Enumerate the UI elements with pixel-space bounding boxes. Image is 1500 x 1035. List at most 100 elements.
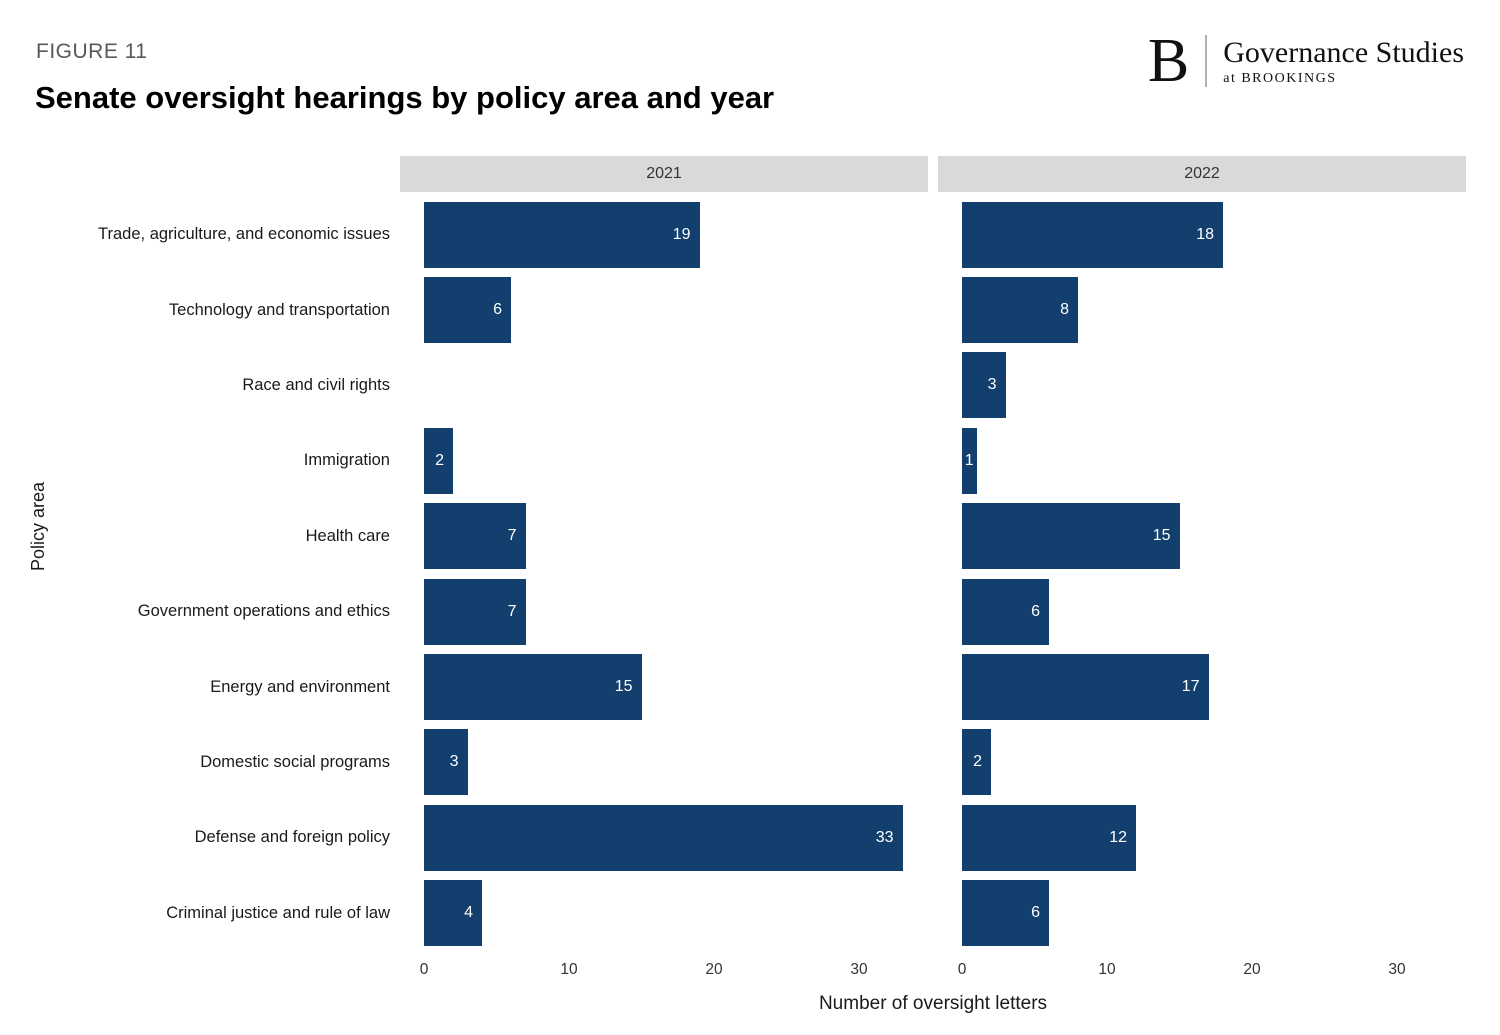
x-tick-label: 0 bbox=[957, 961, 967, 978]
bar-chart: Policy area Trade, agriculture, and econ… bbox=[0, 156, 1500, 1035]
bar: 19 bbox=[424, 201, 700, 268]
x-axis-label: Number of oversight letters bbox=[818, 993, 1048, 1014]
category-row: Immigration bbox=[0, 423, 390, 498]
bar-row: 1 bbox=[938, 423, 1466, 498]
bar: 1 bbox=[962, 427, 977, 494]
category-label: Health care bbox=[305, 526, 390, 545]
bar-value-label: 15 bbox=[1152, 527, 1171, 545]
logo-text: Governance Studies at BROOKINGS bbox=[1223, 36, 1464, 87]
bar-row: 18 bbox=[938, 197, 1466, 272]
bar-row: 6 bbox=[938, 876, 1466, 951]
category-label: Energy and environment bbox=[210, 677, 390, 696]
bar-value-label: 4 bbox=[464, 904, 473, 922]
bar-value-label: 8 bbox=[1060, 301, 1069, 319]
category-label: Government operations and ethics bbox=[137, 602, 390, 621]
bar-row: 15 bbox=[400, 649, 928, 724]
bar: 18 bbox=[962, 201, 1223, 268]
bar-row: 15 bbox=[938, 499, 1466, 574]
bar-row: 6 bbox=[938, 574, 1466, 649]
x-axis-ticks-2022: 0 10 20 30 bbox=[938, 961, 1466, 983]
bar-value-label: 19 bbox=[672, 225, 691, 243]
facet-header-2022: 2022 bbox=[938, 156, 1466, 192]
bar-row: 33 bbox=[400, 800, 928, 875]
bar-value-label: 1 bbox=[964, 451, 974, 469]
bar-row: 7 bbox=[400, 574, 928, 649]
category-row: Race and civil rights bbox=[0, 348, 390, 423]
category-label: Criminal justice and rule of law bbox=[166, 903, 390, 922]
bar: 4 bbox=[424, 880, 482, 947]
bar-value-label: 6 bbox=[1031, 904, 1040, 922]
brookings-b-icon: B bbox=[1147, 27, 1190, 95]
bar: 3 bbox=[424, 729, 468, 796]
facet-header-2021: 2021 bbox=[400, 156, 928, 192]
facet-body-2022: 18 8 3 1 15 6 17 2 12 6 bbox=[938, 197, 1466, 951]
x-tick-label: 10 bbox=[1098, 961, 1116, 978]
bar: 6 bbox=[962, 880, 1049, 947]
bar: 6 bbox=[962, 578, 1049, 645]
category-row: Criminal justice and rule of law bbox=[0, 876, 390, 951]
bar: 7 bbox=[424, 578, 526, 645]
category-label: Domestic social programs bbox=[200, 752, 390, 771]
bar-row: 12 bbox=[938, 800, 1466, 875]
bar-value-label: 17 bbox=[1181, 678, 1200, 696]
bar-value-label: 7 bbox=[507, 602, 517, 620]
figure-number-label: FIGURE 11 bbox=[36, 40, 148, 63]
bar-row: 3 bbox=[400, 725, 928, 800]
category-row: Defense and foreign policy bbox=[0, 800, 390, 875]
category-label: Immigration bbox=[303, 451, 390, 470]
x-tick-label: 20 bbox=[1243, 961, 1261, 978]
category-labels-column: Trade, agriculture, and economic issues T… bbox=[0, 197, 390, 951]
bar-value-label: 7 bbox=[507, 527, 517, 545]
bar-row: 6 bbox=[400, 272, 928, 347]
bar: 7 bbox=[424, 503, 526, 570]
x-axis-ticks-2021: 0 10 20 30 bbox=[400, 961, 928, 983]
bar-value-label: 6 bbox=[1031, 602, 1040, 620]
facet-panel-2022: 2022 18 8 3 1 15 6 17 2 12 6 0 10 20 30 bbox=[938, 156, 1466, 978]
bar-row: 17 bbox=[938, 649, 1466, 724]
bar: 6 bbox=[424, 277, 511, 344]
bar-row: 4 bbox=[400, 876, 928, 951]
bar-row bbox=[400, 348, 928, 423]
category-label: Race and civil rights bbox=[242, 375, 390, 394]
bar: 8 bbox=[962, 277, 1078, 344]
x-tick-label: 30 bbox=[1388, 961, 1406, 978]
category-row: Energy and environment bbox=[0, 649, 390, 724]
category-label: Trade, agriculture, and economic issues bbox=[98, 225, 390, 244]
bar-row: 7 bbox=[400, 499, 928, 574]
bar: 15 bbox=[424, 654, 642, 721]
bar-value-label: 2 bbox=[435, 451, 444, 469]
category-row: Domestic social programs bbox=[0, 725, 390, 800]
bar: 2 bbox=[962, 729, 991, 796]
bar: 15 bbox=[962, 503, 1180, 570]
bar-value-label: 3 bbox=[449, 753, 459, 771]
logo-subname: at BROOKINGS bbox=[1223, 70, 1337, 86]
logo-divider bbox=[1205, 35, 1208, 87]
category-row: Trade, agriculture, and economic issues bbox=[0, 197, 390, 272]
bar-value-label: 6 bbox=[493, 301, 502, 319]
bar: 3 bbox=[962, 352, 1006, 419]
bar-value-label: 3 bbox=[987, 376, 997, 394]
x-tick-label: 30 bbox=[850, 961, 868, 978]
x-tick-label: 20 bbox=[705, 961, 723, 978]
facet-body-2021: 19 6 2 7 7 15 3 33 4 bbox=[400, 197, 928, 951]
x-tick-label: 0 bbox=[419, 961, 429, 978]
page-title: Senate oversight hearings by policy area… bbox=[35, 80, 775, 115]
facet-panel-2021: 2021 19 6 2 7 7 15 3 33 4 0 10 20 30 bbox=[400, 156, 928, 978]
category-label: Technology and transportation bbox=[168, 300, 390, 319]
bar-value-label: 18 bbox=[1196, 225, 1214, 243]
x-tick-label: 10 bbox=[560, 961, 578, 978]
category-row: Health care bbox=[0, 499, 390, 574]
bar-row: 2 bbox=[400, 423, 928, 498]
bar-row: 3 bbox=[938, 348, 1466, 423]
bar-row: 8 bbox=[938, 272, 1466, 347]
bar-row: 19 bbox=[400, 197, 928, 272]
category-row: Government operations and ethics bbox=[0, 574, 390, 649]
bar: 12 bbox=[962, 804, 1136, 871]
bar: 2 bbox=[424, 427, 453, 494]
bar-value-label: 12 bbox=[1109, 828, 1127, 846]
brookings-logo: B Governance Studies at BROOKINGS bbox=[1148, 30, 1464, 92]
bar: 33 bbox=[424, 804, 903, 871]
category-label: Defense and foreign policy bbox=[194, 828, 390, 847]
bar-value-label: 2 bbox=[973, 753, 982, 771]
category-row: Technology and transportation bbox=[0, 272, 390, 347]
